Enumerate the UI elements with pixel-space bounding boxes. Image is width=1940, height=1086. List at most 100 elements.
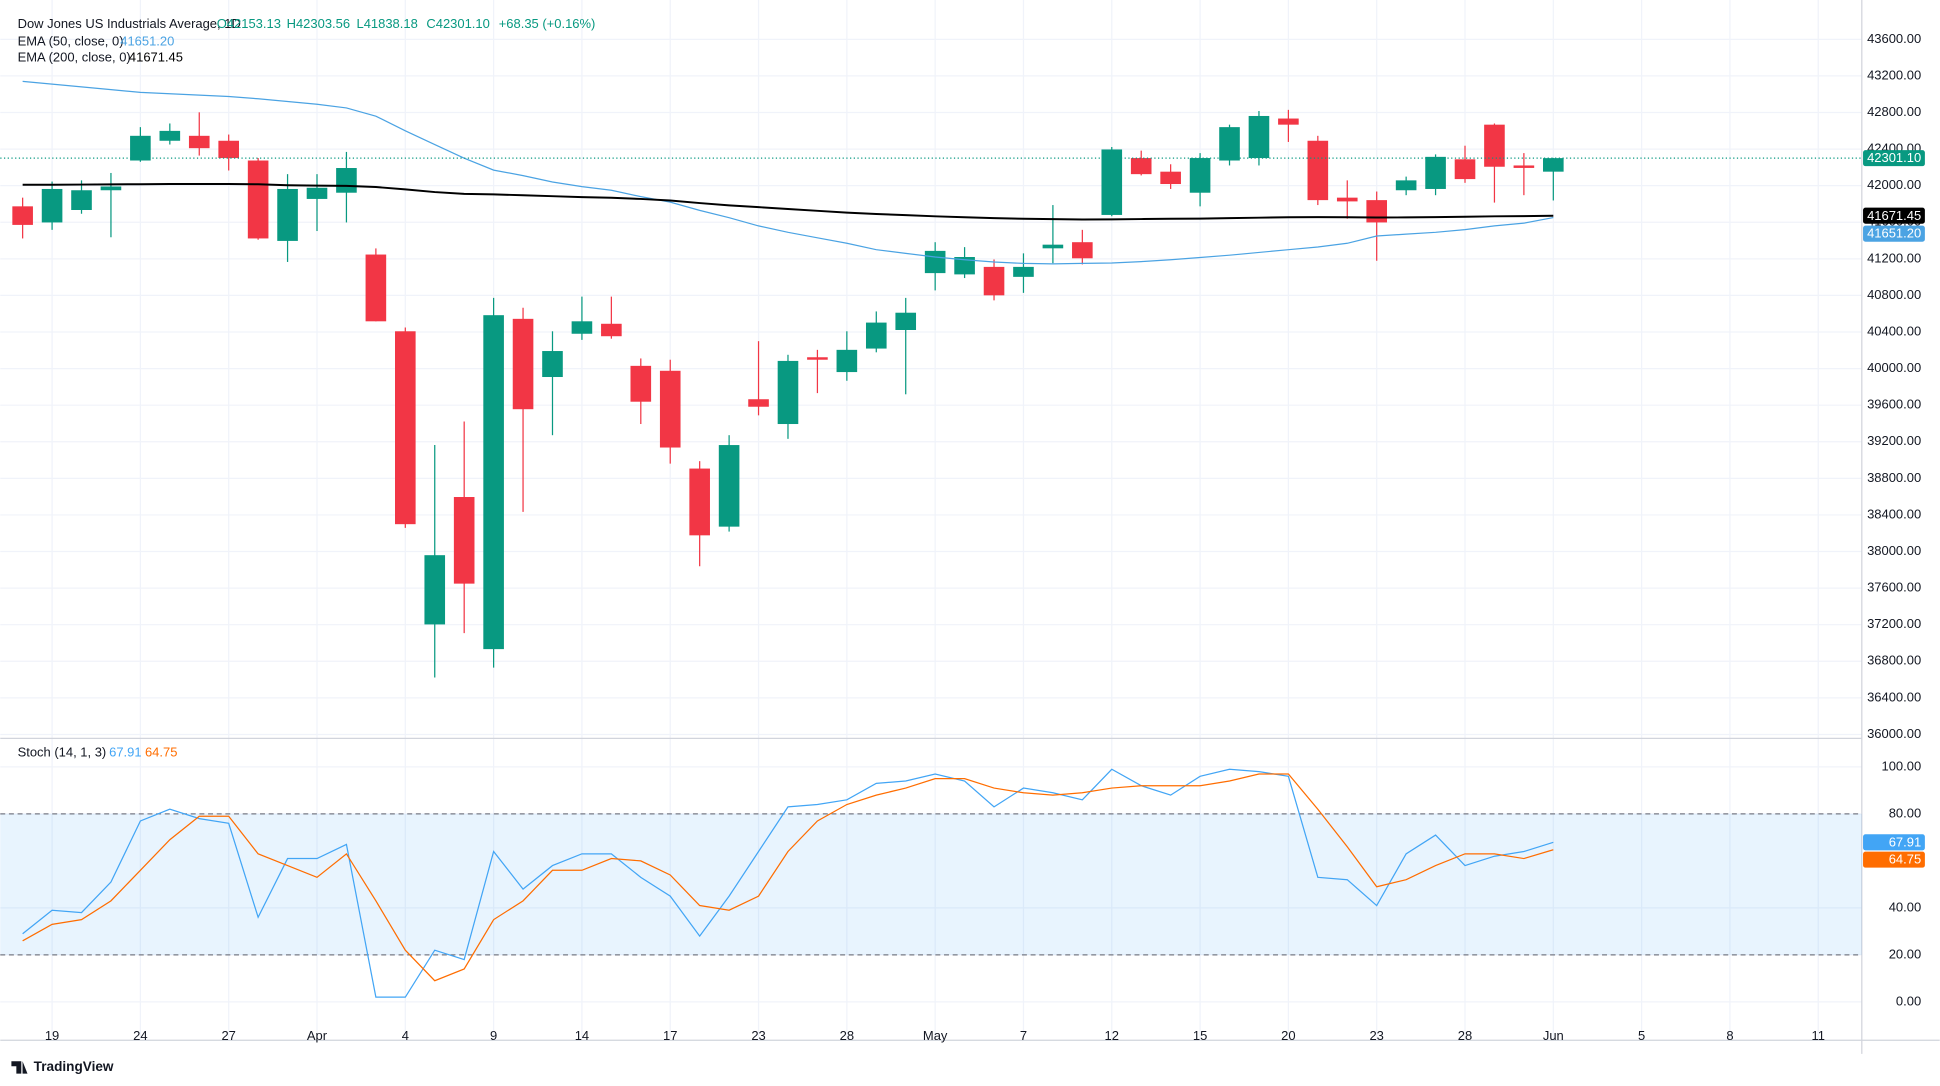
x-tick-label: 15 <box>1193 1028 1207 1043</box>
candle-body <box>130 135 151 161</box>
candle-body <box>865 322 887 349</box>
y-tick-label: 37600.00 <box>1867 580 1921 595</box>
candle-body <box>1454 159 1476 180</box>
watermark: TradingView <box>34 1059 114 1074</box>
candle-body <box>1366 200 1388 223</box>
y-tick-label: 36800.00 <box>1867 653 1921 668</box>
candle-body <box>277 188 298 241</box>
last-price-tag: 42301.10 <box>1867 150 1921 165</box>
x-tick-label: 7 <box>1020 1028 1027 1043</box>
stoch-tag: 67.91 <box>1889 834 1921 849</box>
candle-body <box>159 130 181 141</box>
y-tick-label: 42800.00 <box>1867 104 1921 119</box>
ohlc-label: O42153.13 <box>217 16 281 31</box>
candle-body <box>483 315 504 650</box>
y-tick-label: 40800.00 <box>1867 287 1921 302</box>
ema-line <box>22 80 1554 265</box>
candle-body <box>954 257 975 275</box>
ema-tag: 41671.45 <box>1867 208 1921 223</box>
ema-tag: 41651.20 <box>1867 226 1921 241</box>
stoch-line <box>22 768 1554 998</box>
indicator-value: 67.91 <box>109 745 141 760</box>
candle-body <box>895 312 917 330</box>
candle-body <box>748 399 769 407</box>
x-tick-label: 20 <box>1281 1028 1295 1043</box>
indicator-value: 41671.45 <box>129 50 183 65</box>
candle-body <box>1130 158 1152 175</box>
y-tick-label: 43200.00 <box>1867 67 1921 82</box>
candle-body <box>1189 158 1211 193</box>
last-price-tag-bg <box>1863 150 1925 167</box>
y-tick-label: 41200.00 <box>1867 250 1921 265</box>
x-tick-label: Apr <box>307 1028 328 1043</box>
candle-body <box>247 160 269 239</box>
y-tick-label: 36400.00 <box>1867 689 1921 704</box>
candle-body <box>1072 242 1093 259</box>
indicator-name: Stoch (14, 1, 3) <box>18 745 107 760</box>
candle-body <box>983 266 1005 296</box>
x-tick-label: 28 <box>840 1028 854 1043</box>
x-tick-label: 5 <box>1638 1028 1645 1043</box>
y-tick-label: 0.00 <box>1896 993 1921 1008</box>
candle-body <box>453 497 475 584</box>
stoch-band <box>0 813 1862 955</box>
x-tick-label: 23 <box>751 1028 765 1043</box>
y-tick-label: 38800.00 <box>1867 470 1921 485</box>
candle-body <box>336 168 357 193</box>
candle-body <box>71 190 92 210</box>
y-tick-label: 40400.00 <box>1867 323 1921 338</box>
x-tick-label: Jun <box>1543 1028 1564 1043</box>
ohlc-label: C42301.10 <box>426 16 489 31</box>
indicator-value: 64.75 <box>145 745 177 760</box>
candle-body <box>659 370 681 448</box>
candle-body <box>100 186 122 191</box>
candle-body <box>12 206 33 225</box>
candle-body <box>1248 115 1270 159</box>
y-tick-label: 43600.00 <box>1867 31 1921 46</box>
candle-body <box>1395 180 1417 191</box>
x-tick-label: 28 <box>1458 1028 1472 1043</box>
y-tick-label: 40000.00 <box>1867 360 1921 375</box>
candle-body <box>218 140 239 159</box>
y-tick-label: 80.00 <box>1889 805 1921 820</box>
x-tick-label: 14 <box>575 1028 589 1043</box>
x-tick-label: 12 <box>1105 1028 1119 1043</box>
y-tick-label: 40.00 <box>1889 899 1921 914</box>
candle-body <box>512 318 534 410</box>
candle-body <box>1101 149 1123 215</box>
x-tick-label: 9 <box>490 1028 497 1043</box>
candle-body <box>1543 158 1564 172</box>
candle-body <box>630 365 652 402</box>
candle-body <box>718 445 740 527</box>
x-tick-label: 4 <box>402 1028 409 1043</box>
ohlc-label: H42303.56 <box>287 16 350 31</box>
candle-body <box>601 323 622 337</box>
candle-body <box>424 555 446 625</box>
x-tick-label: 24 <box>133 1028 147 1043</box>
y-tick-label: 37200.00 <box>1867 616 1921 631</box>
candle-body <box>1484 124 1505 167</box>
candle-body <box>306 187 328 199</box>
stoch-tag-bg <box>1863 834 1925 851</box>
candle-body <box>1336 197 1358 202</box>
candle-body <box>777 360 799 425</box>
candle-body <box>924 250 946 274</box>
candle-body <box>1425 156 1446 189</box>
change-label: +68.35 (+0.16%) <box>499 16 596 31</box>
x-tick-label: 11 <box>1812 1028 1825 1043</box>
candle-body <box>1042 244 1064 249</box>
candle-body <box>689 468 710 536</box>
candle-body <box>41 188 63 223</box>
candle-body <box>365 254 387 322</box>
ohlc-label: L41838.18 <box>356 16 417 31</box>
indicator-value: 41651.20 <box>120 33 174 48</box>
y-tick-label: 39600.00 <box>1867 397 1921 412</box>
candle-body <box>836 349 858 373</box>
logo <box>11 1061 28 1074</box>
x-tick-label: 19 <box>45 1028 59 1043</box>
stoch-line <box>22 773 1554 982</box>
y-tick-label: 38000.00 <box>1867 543 1921 558</box>
candle-body <box>1013 266 1034 277</box>
y-tick-label: 38400.00 <box>1867 506 1921 521</box>
